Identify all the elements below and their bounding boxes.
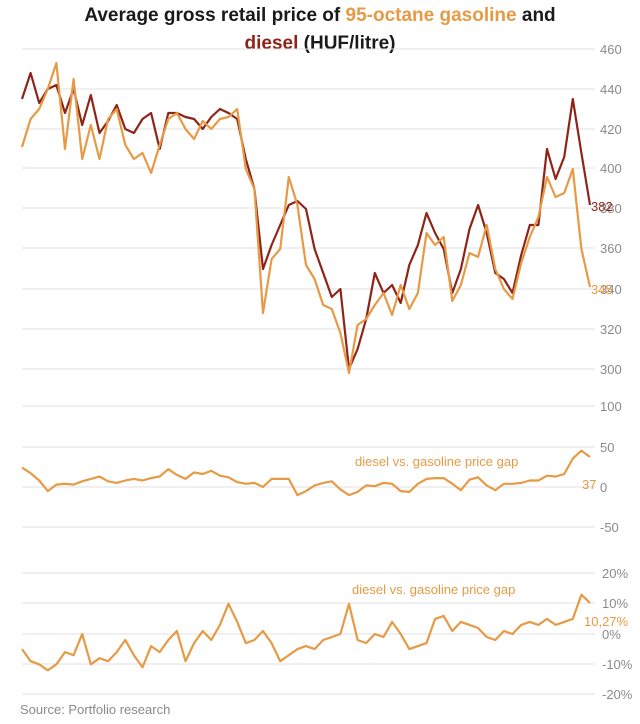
- y-tick-label: 460: [600, 42, 622, 57]
- panel-1: 460 440 420 400 380 360 340 320 300 382 345: [20, 42, 622, 377]
- y-tick-label: 360: [600, 241, 622, 256]
- title-line-1: Average gross retail price of 95-octane …: [0, 2, 640, 30]
- y-tick-label: 10%: [602, 596, 628, 611]
- chart-title: Average gross retail price of 95-octane …: [0, 2, 640, 58]
- y-tick-label: 0: [600, 480, 607, 495]
- y-tick-label: 440: [600, 82, 622, 97]
- end-value-label: 37: [582, 477, 596, 492]
- title-gasoline: 95-octane gasoline: [345, 5, 517, 26]
- y-tick-label: 380: [600, 201, 622, 216]
- y-tick-label: -20%: [602, 687, 633, 702]
- series-line-diesel-vs-gasoline-price-gap-: [21, 593, 591, 672]
- source-note: Source: Portfolio research: [20, 702, 171, 717]
- gap-annotation: diesel vs. gasoline price gap: [355, 454, 518, 469]
- gap-annotation: diesel vs. gasoline price gap: [352, 582, 515, 597]
- y-tick-label: 320: [600, 322, 622, 337]
- panel-3: 20% 10% 0% -10% -20% diesel vs. gasoline pric…: [21, 566, 633, 702]
- end-value-label: 10,27%: [584, 614, 629, 629]
- y-tick-label: 400: [600, 161, 622, 176]
- y-tick-label: 20%: [602, 566, 628, 581]
- title-text-1: Average gross retail price of: [84, 5, 346, 26]
- y-tick-label: 100: [600, 399, 622, 414]
- series-line-95-octane-gasoline: [20, 61, 592, 375]
- end-value-label: 382: [591, 199, 613, 214]
- panel-2: 100 50 0 -50 diesel vs. gasoline price gap 37: [21, 399, 622, 535]
- end-value-label: 345: [591, 282, 613, 297]
- y-tick-label: 0%: [602, 627, 621, 642]
- series-line-diesel-vs-gasoline-price-gap: [21, 449, 591, 497]
- series-line-diesel: [20, 71, 592, 371]
- y-tick-label: 420: [600, 122, 622, 137]
- y-tick-label: 340: [600, 282, 622, 297]
- y-tick-label: 50: [600, 440, 614, 455]
- y-tick-label: -10%: [602, 657, 633, 672]
- y-tick-label: -50: [600, 520, 619, 535]
- y-tick-label: 300: [600, 362, 622, 377]
- title-text-2: and: [516, 5, 556, 26]
